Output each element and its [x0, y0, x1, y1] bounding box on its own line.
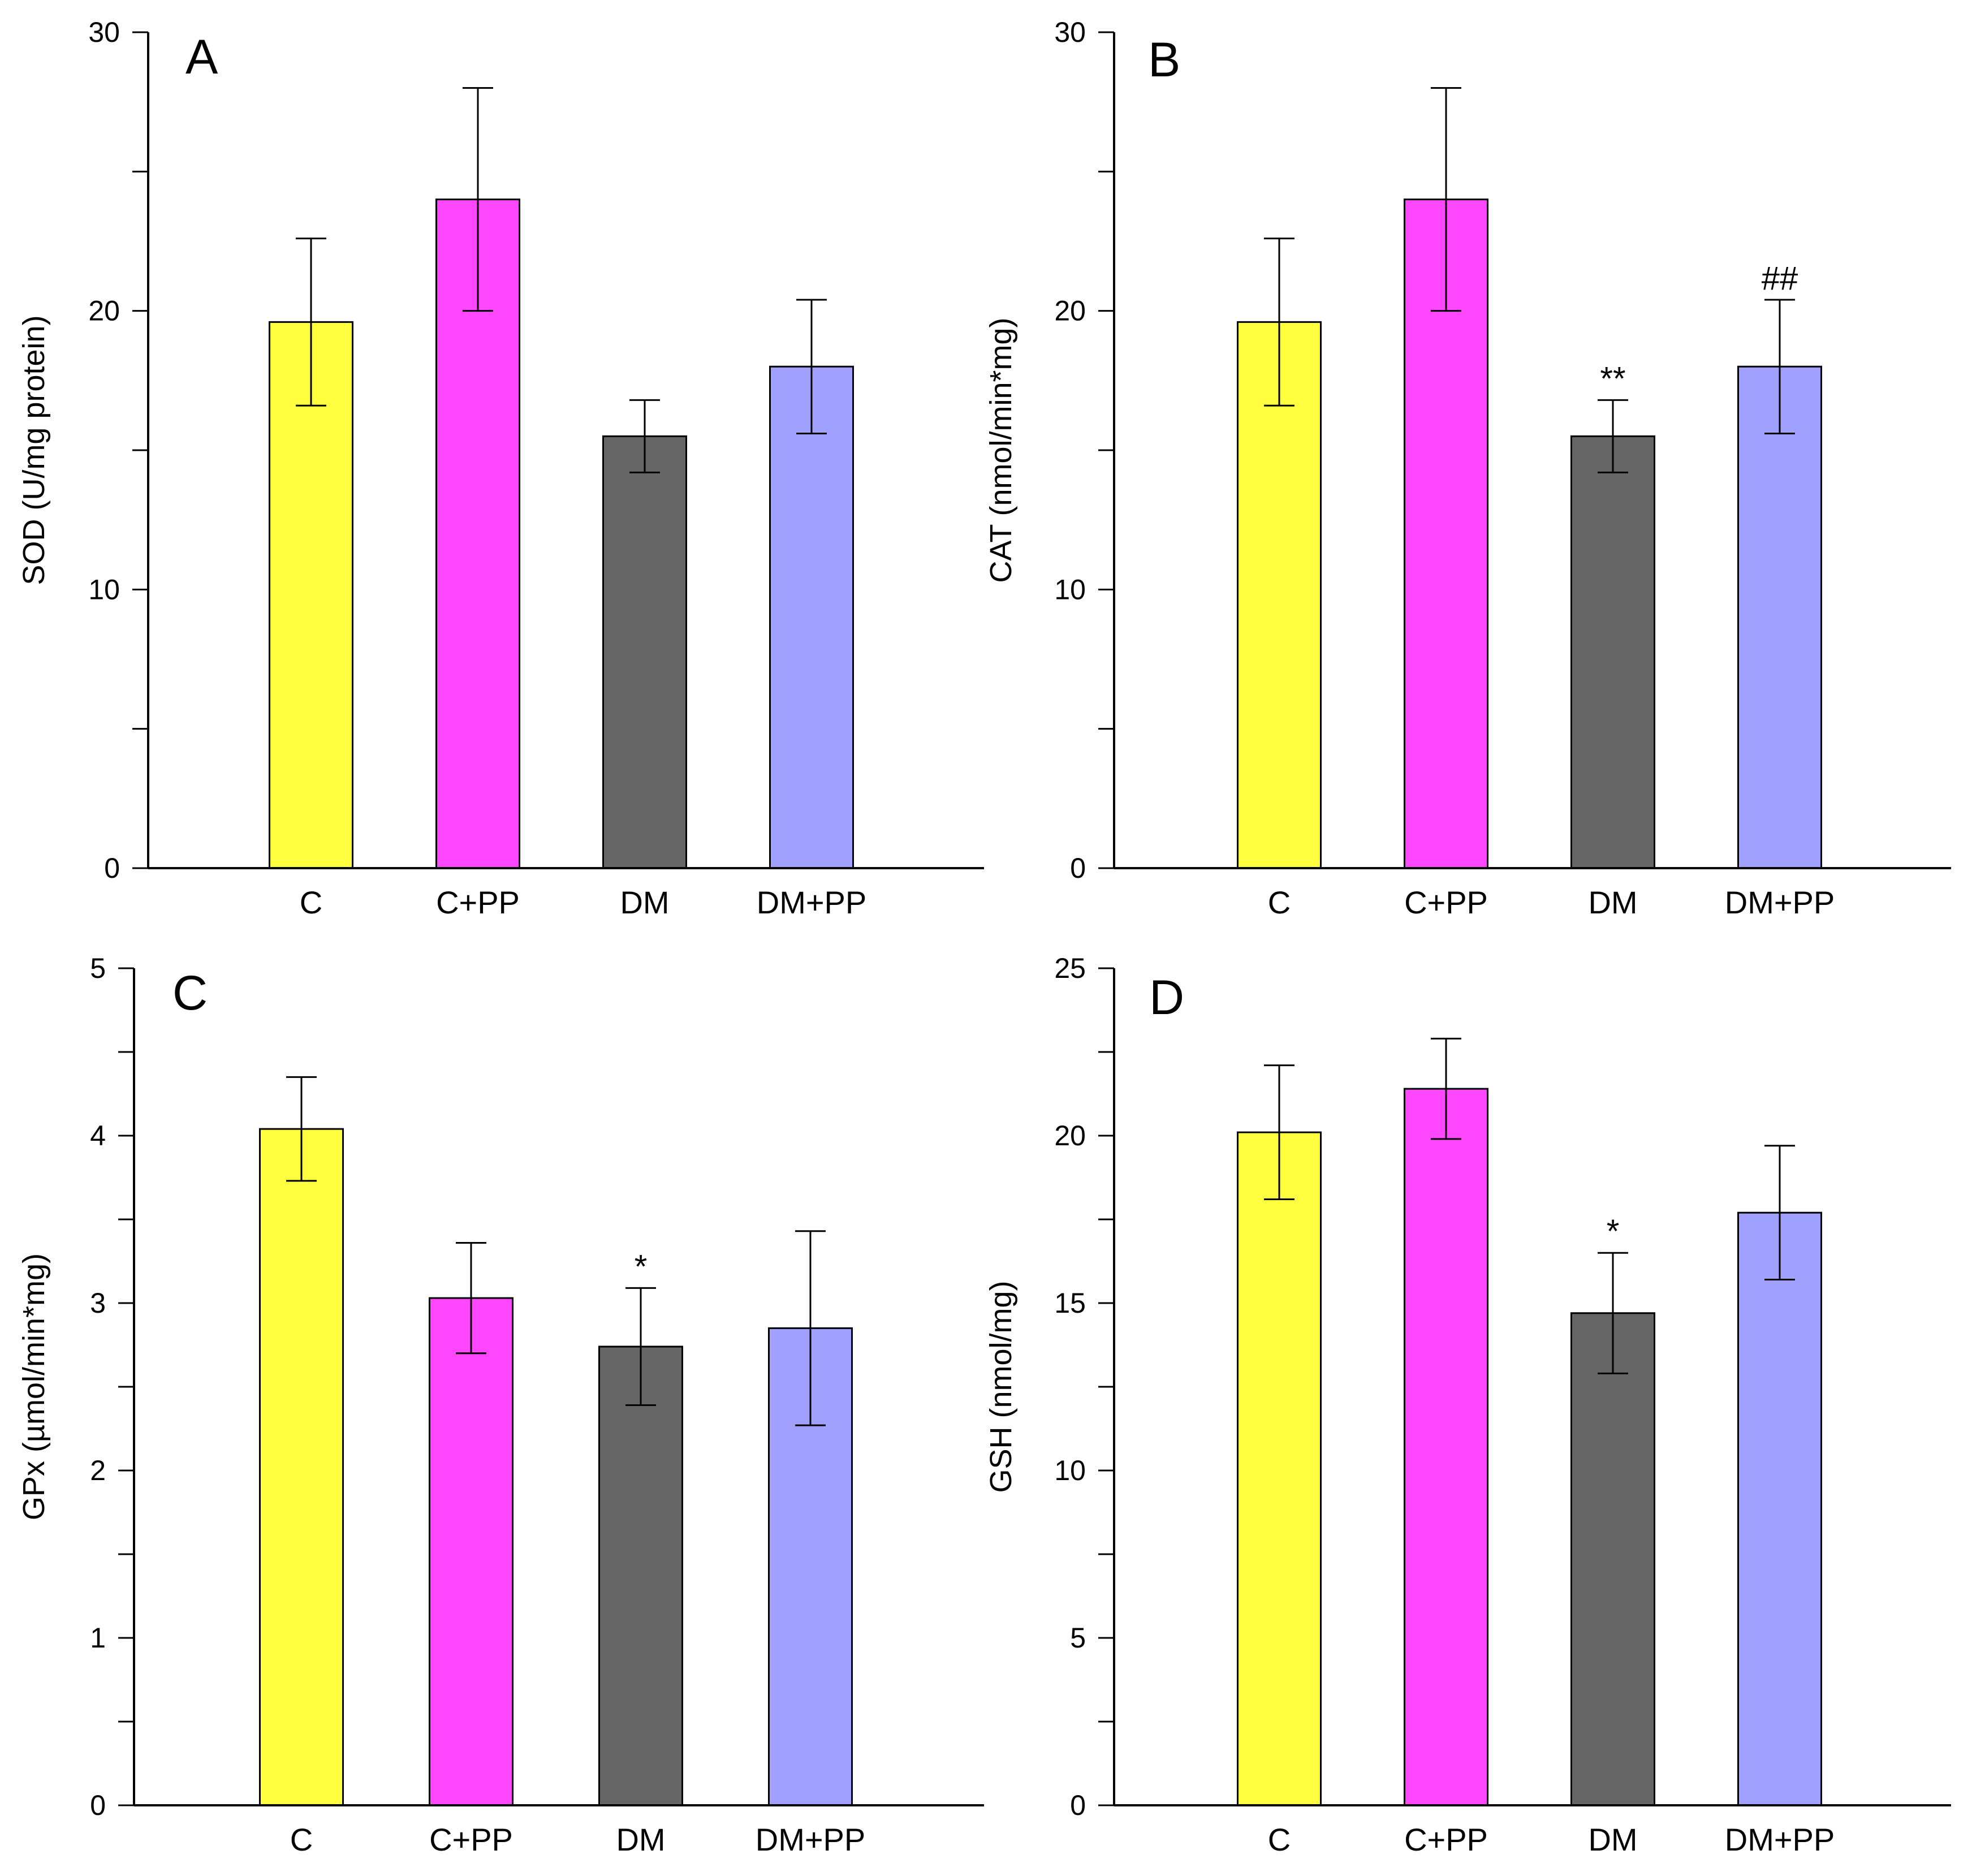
panel-d-category-label-dm-plus-pp: DM+PP	[1725, 1822, 1835, 1857]
panel-a-category-label-dm-plus-pp: DM+PP	[757, 885, 867, 920]
panel-d-bar-c	[1237, 1131, 1322, 1806]
panel-d-tick-label: 20	[1054, 1120, 1086, 1152]
panel-a-bar-c	[269, 321, 353, 869]
panel-b-annotation-dm-plus-pp: ##	[1762, 260, 1798, 297]
panel-d-category-label-dm: DM	[1588, 1822, 1637, 1857]
panel-b-tick-label: 0	[1070, 852, 1086, 884]
panel-a-tick-label: 30	[88, 16, 120, 48]
panel-b-category-label-c: C	[1268, 885, 1291, 920]
panel-c-bar-c	[259, 1128, 344, 1806]
panel-a-tick-label: 10	[88, 573, 120, 605]
panel-d-category-label-c: C	[1268, 1822, 1291, 1857]
panel-a-category-label-dm: DM	[620, 885, 669, 920]
panel-d-tick-label: 0	[1070, 1789, 1086, 1821]
panel-d-bar-dm	[1570, 1312, 1655, 1806]
panel-c-letter: C	[172, 966, 208, 1020]
panel-d-category-label-c-plus-pp: C+PP	[1404, 1822, 1488, 1857]
panel-b-category-label-dm: DM	[1588, 885, 1637, 920]
panel-a-bar-dm-plus-pp	[769, 365, 854, 869]
panel-d-tick-label: 5	[1070, 1622, 1086, 1654]
panel-c-tick-label: 2	[90, 1455, 106, 1486]
panel-a-bar-dm	[602, 435, 687, 869]
panel-c-bar-dm	[598, 1345, 683, 1806]
panel-c-tick-label: 5	[90, 952, 106, 984]
panel-a-category-label-c: C	[300, 885, 322, 920]
panel-b-bar-dm-plus-pp	[1737, 365, 1822, 869]
panel-b-bar-dm	[1570, 435, 1655, 869]
panel-b-category-label-c-plus-pp: C+PP	[1404, 885, 1488, 920]
panel-b-annotation-dm: **	[1600, 360, 1625, 397]
panel-d-tick-label: 10	[1054, 1455, 1086, 1486]
panel-d-tick-label: 25	[1054, 952, 1086, 984]
panel-b-tick-label: 30	[1054, 16, 1086, 48]
panel-a-y-axis-title: SOD (U/mg protein)	[17, 315, 51, 585]
panel-c-tick-label: 1	[90, 1622, 106, 1654]
panel-c-bar-c-plus-pp	[429, 1297, 514, 1806]
panel-c-category-label-c: C	[290, 1822, 313, 1857]
panel-c-tick-label: 3	[90, 1287, 106, 1319]
panel-a-chart: C C+PP DM DM+PP 0 10 20 30 SOD (U/mg protein) A	[17, 16, 984, 920]
panel-c-category-label-dm-plus-pp: DM+PP	[756, 1822, 866, 1857]
panel-c-chart: C C+PP * DM DM+PP 0 1 2 3 4 5 GPx (µmol/min*mg) C	[17, 952, 984, 1857]
panel-b-y-axis-title: CAT (nmol/min*mg)	[984, 317, 1018, 583]
panel-b-chart: C C+PP ** DM ## DM+PP 0 10 20 30 CAT (nmol/min*mg)…	[984, 16, 1951, 920]
panel-a-category-label-c-plus-pp: C+PP	[436, 885, 520, 920]
panel-d-chart: C C+PP * DM DM+PP 0 5 10 15 20 25 GSH (nmol/mg) D	[984, 952, 1951, 1857]
panel-c-category-label-c-plus-pp: C+PP	[429, 1822, 513, 1857]
panel-a-tick-label: 20	[88, 295, 120, 327]
panel-b-category-label-dm-plus-pp: DM+PP	[1725, 885, 1835, 920]
panel-c-tick-label: 0	[90, 1789, 106, 1821]
panel-d-letter: D	[1149, 971, 1184, 1025]
panel-b-tick-label: 10	[1054, 573, 1086, 605]
panel-d-annotation-dm: *	[1607, 1213, 1620, 1250]
panel-d-y-axis-title: GSH (nmol/mg)	[984, 1280, 1018, 1493]
panel-c-category-label-dm: DM	[616, 1822, 665, 1857]
panel-d-bar-c-plus-pp	[1404, 1088, 1488, 1806]
panel-c-annotation-dm: *	[635, 1248, 648, 1285]
panel-b-letter: B	[1148, 33, 1180, 87]
panel-a-letter: A	[185, 30, 218, 84]
panel-c-y-axis-title: GPx (µmol/min*mg)	[17, 1253, 51, 1520]
panel-d-tick-label: 15	[1054, 1287, 1086, 1319]
panel-b-tick-label: 20	[1054, 295, 1086, 327]
panel-a-tick-label: 0	[104, 852, 120, 884]
panel-c-tick-label: 4	[90, 1120, 106, 1152]
panel-d-bar-dm-plus-pp	[1737, 1211, 1822, 1806]
